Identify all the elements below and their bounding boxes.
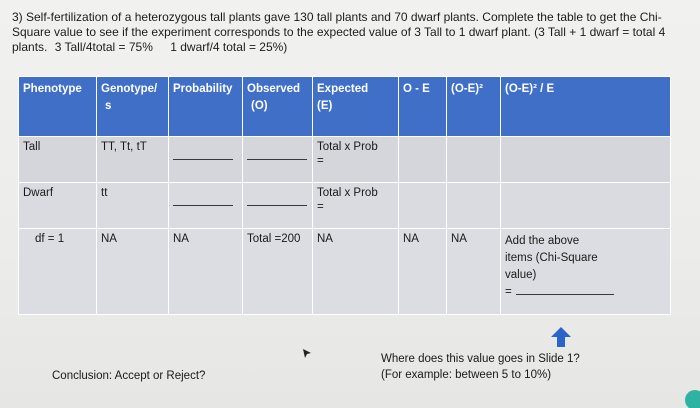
mouse-cursor-icon <box>303 349 311 358</box>
dwarf-chi-term-cell[interactable] <box>500 182 671 229</box>
header-o-minus-e-squared: (O-E)² <box>446 76 501 137</box>
chi-square-table: Phenotype Genotype/ s Probability Observ… <box>18 76 671 315</box>
df-expected-cell: NA <box>312 228 399 315</box>
tall-observed-cell[interactable] <box>242 136 313 183</box>
chi-square-sum-cell[interactable]: Add the above items (Chi-Square value) = <box>500 228 671 315</box>
conclusion-prompt: Conclusion: Accept or Reject? <box>52 370 206 382</box>
dwarf-phenotype-cell: Dwarf <box>18 182 97 229</box>
up-arrow-icon <box>551 327 571 347</box>
slide-note-line-1: Where does this value goes in Slide 1? <box>381 353 580 365</box>
table-row: Tall TT, Tt, tT Total x Prob = <box>18 136 671 183</box>
corner-badge-icon <box>685 390 700 408</box>
dwarf-o-minus-e-cell[interactable] <box>398 182 447 229</box>
question-line-1: 3) Self-fertilization of a heterozygous … <box>12 10 662 24</box>
dwarf-observed-cell[interactable] <box>242 182 313 229</box>
tall-probability-blank[interactable] <box>173 159 233 160</box>
table-row: df = 1 NA NA Total =200 NA NA NA Add the… <box>18 228 671 315</box>
question-line-2: Square value to see if the experiment co… <box>12 25 666 39</box>
question-line-3: plants. 3 Tall/4total = 75% 1 dwarf/4 to… <box>12 40 692 55</box>
tall-expected-cell[interactable]: Total x Prob = <box>312 136 399 183</box>
df-cell: df = 1 <box>18 228 97 315</box>
dwarf-observed-blank[interactable] <box>247 205 307 206</box>
header-genotypes: Genotype/ s <box>96 76 169 137</box>
tall-ratio-text: 3 Tall/4total = 75% <box>54 40 153 54</box>
header-o-minus-e: O - E <box>398 76 447 137</box>
table-row: Dwarf tt Total x Prob = <box>18 182 671 229</box>
dwarf-probability-blank[interactable] <box>173 205 233 206</box>
df-probability-cell: NA <box>168 228 243 315</box>
chi-square-answer-blank[interactable] <box>515 294 614 295</box>
tall-observed-blank[interactable] <box>247 159 307 160</box>
dwarf-expected-cell[interactable]: Total x Prob = <box>312 182 399 229</box>
slide-note: Where does this value goes in Slide 1? (… <box>381 351 580 383</box>
tall-o-minus-e-cell[interactable] <box>398 136 447 183</box>
tall-probability-cell[interactable] <box>168 136 243 183</box>
header-chi-term: (O-E)² / E <box>500 76 671 137</box>
header-phenotype: Phenotype <box>18 76 97 137</box>
header-expected: Expected (E) <box>312 76 399 137</box>
question-text: 3) Self-fertilization of a heterozygous … <box>12 10 692 55</box>
dwarf-o-minus-e-squared-cell[interactable] <box>446 182 501 229</box>
tall-o-minus-e-squared-cell[interactable] <box>446 136 501 183</box>
dwarf-ratio-text: 1 dwarf/4 total = 25%) <box>170 40 288 54</box>
df-o-minus-e-squared-cell: NA <box>446 228 501 315</box>
dwarf-genotype-cell: tt <box>96 182 169 229</box>
dwarf-probability-cell[interactable] <box>168 182 243 229</box>
header-observed: Observed (O) <box>242 76 313 137</box>
header-probability: Probability <box>168 76 243 137</box>
tall-chi-term-cell[interactable] <box>500 136 671 183</box>
df-genotype-cell: NA <box>96 228 169 315</box>
tall-genotype-cell: TT, Tt, tT <box>96 136 169 183</box>
tall-phenotype-cell: Tall <box>18 136 97 183</box>
slide-note-line-2: (For example: between 5 to 10%) <box>381 369 552 381</box>
df-o-minus-e-cell: NA <box>398 228 447 315</box>
question-line-3-start: plants. <box>12 40 48 54</box>
total-observed-cell: Total =200 <box>242 228 313 315</box>
table-header-row: Phenotype Genotype/ s Probability Observ… <box>18 76 671 137</box>
